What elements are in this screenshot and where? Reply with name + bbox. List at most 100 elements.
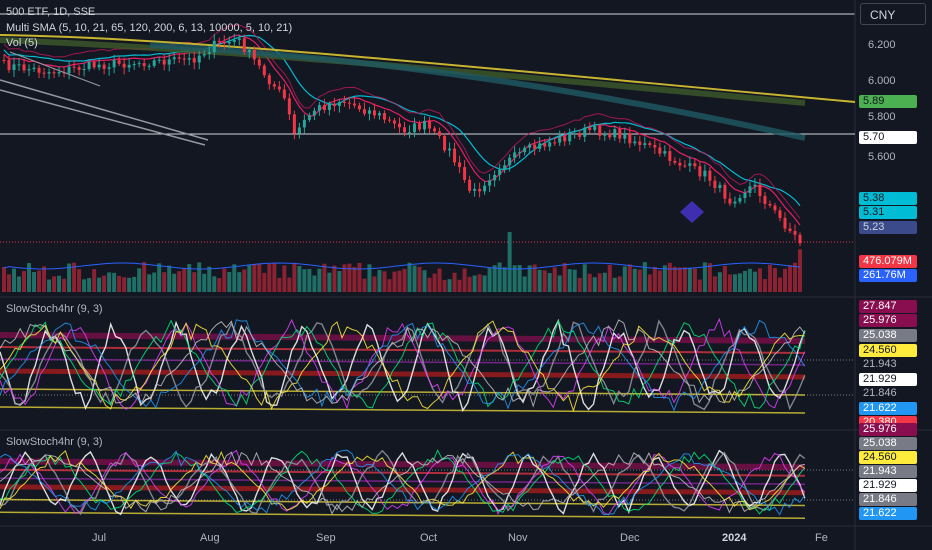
stoch-value: 25.038 [859,329,917,342]
volume-bar [717,272,722,292]
candle-body [152,60,156,66]
volume-bar [662,265,667,292]
volume-bar [632,268,637,292]
volume-bar [227,272,232,292]
trend-line [0,79,209,141]
stoch-line [0,319,806,412]
stoch-value: 21.929 [859,373,917,386]
candle-body [302,119,306,128]
volume-bar [327,272,332,292]
candle-body [97,64,101,68]
candle-body [67,66,71,74]
volume-bar [377,269,382,292]
volume-bar [67,263,72,292]
time-label: Jul [92,532,107,544]
candle-body [227,41,231,44]
candle-body [262,65,266,76]
volume-bar [177,271,182,292]
candle-body [57,72,61,74]
candle-body [122,63,126,68]
candle-body [663,151,667,154]
volume-bar [682,267,687,292]
candle-body [658,147,662,154]
candle-body [372,110,376,116]
candle-body [543,143,547,147]
stoch-pane-2-title[interactable]: SlowStoch4hr (9, 3) [6,436,103,448]
volume-bar [162,272,167,292]
volume-bar [122,277,127,292]
volume-bar [317,268,322,292]
candle-body [132,64,136,66]
candle-body [82,69,86,71]
stoch-line [0,319,806,408]
volume-label: 476.079M [859,255,917,268]
volume-bar [692,268,697,292]
stoch-value: 21.929 [859,479,917,492]
candle-body [232,40,236,42]
volume-bar [697,279,702,292]
volume-bar [612,277,617,292]
volume-bar [17,276,22,292]
volume-bar [477,274,482,292]
candle-body [182,58,186,60]
volume-bar [277,277,282,292]
candle-body [493,174,497,181]
volume-bar [312,275,317,292]
volume-bar [232,264,237,292]
sma-line-pink [3,34,801,226]
volume-bar [307,268,312,292]
stoch-line [0,449,806,516]
candle-body [538,143,542,149]
candle-body [307,115,311,120]
volume-bar [532,264,537,292]
candle-body [47,72,51,74]
stoch-band [0,511,806,519]
stoch-value: 24.560 [859,451,917,464]
time-label: Aug [200,532,220,544]
candle-body [397,123,401,128]
trend-line [9,51,101,87]
stoch-value: 27.847 [859,300,917,313]
candle-body [242,38,246,53]
candle-body [573,133,577,135]
diamond-marker [680,201,704,223]
volume-bar [37,270,42,292]
stoch-pane-1-title[interactable]: SlowStoch4hr (9, 3) [6,303,103,315]
candle-body [623,133,627,139]
candle-body [763,195,767,204]
volume-bar [302,269,307,292]
candle-body [287,98,291,115]
candle-body [252,49,256,60]
volume-bar [337,270,342,292]
candle-body [277,86,281,90]
volume-bar [387,279,392,292]
volume-bar [357,262,362,292]
candle-body [377,113,381,116]
volume-bar [332,265,337,292]
candle-body [793,231,797,235]
volume-indicator-label[interactable]: Vol (5) [6,37,38,49]
currency-button[interactable]: CNY [860,3,926,25]
sma-indicator-label[interactable]: Multi SMA (5, 10, 21, 65, 120, 200, 6, 1… [6,22,293,34]
volume-bar [732,274,737,292]
volume-bar [202,273,207,292]
candle-body [418,123,422,130]
symbol-title[interactable]: 500 ETF, 1D, SSE [6,6,96,18]
candle-body [392,120,396,124]
volume-bar [677,267,682,292]
stoch-line [0,449,806,516]
candle-body [708,170,712,181]
volume-bar [482,275,487,292]
candle-body [778,210,782,218]
candle-body [352,103,356,106]
volume-bar [472,275,477,292]
stoch-value: 25.976 [859,423,917,436]
volume-bar [527,265,532,292]
candle-body [563,136,567,142]
volume-bar [637,269,642,292]
volume-bar [547,273,552,292]
stoch-line [0,450,806,511]
candle-body [167,59,171,65]
volume-bar [62,278,67,292]
